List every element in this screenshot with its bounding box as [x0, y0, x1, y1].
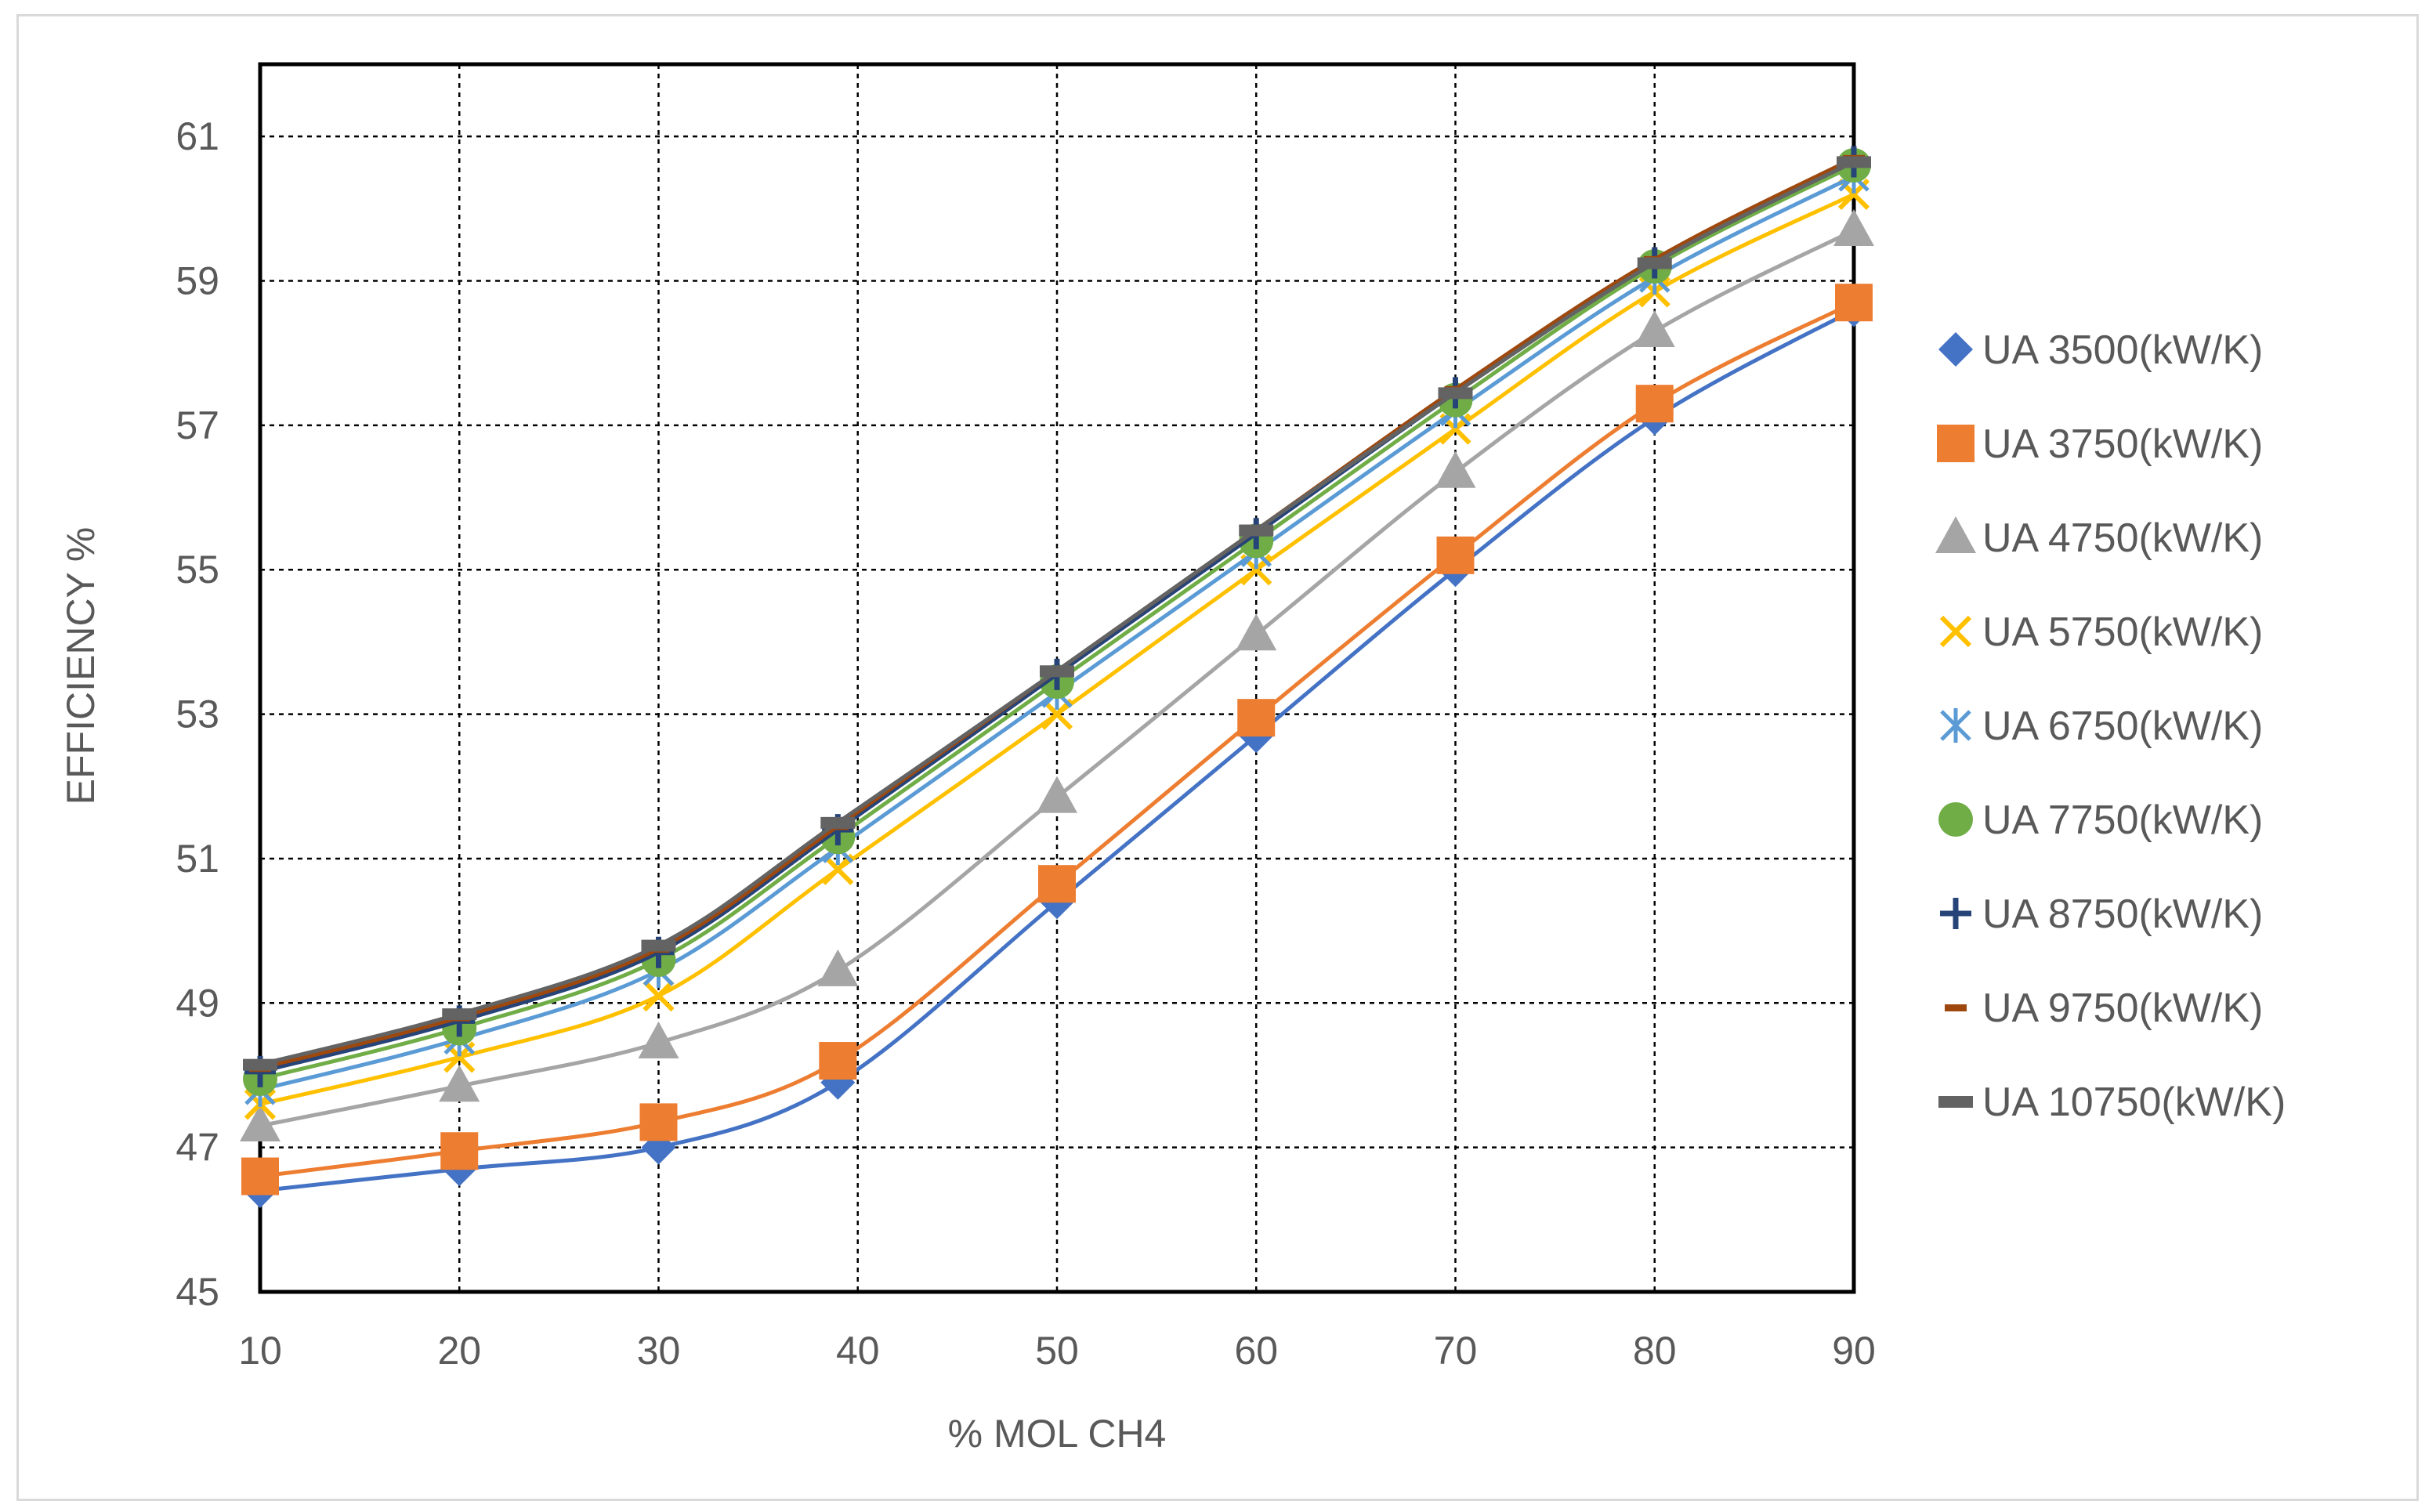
legend-item: UA 3750(kW/K) [1937, 421, 2263, 467]
x-tick-label: 70 [1434, 1329, 1478, 1373]
legend-item: UA 6750(kW/K) [1940, 704, 2263, 749]
data-point [638, 1021, 679, 1058]
x-tick-label: 10 [238, 1329, 282, 1373]
legend-item: UA 10750(kW/K) [1938, 1080, 2286, 1125]
data-point [1435, 450, 1476, 488]
legend-marker [1940, 708, 1971, 743]
x-tick-label: 80 [1633, 1329, 1677, 1373]
legend-item: UA 3500(kW/K) [1938, 327, 2263, 373]
legend-marker [1937, 425, 1974, 462]
legend-label: UA 3500(kW/K) [1982, 327, 2263, 373]
legend-item: UA 5750(kW/K) [1939, 610, 2263, 655]
x-tick-label: 50 [1035, 1329, 1079, 1373]
legend-marker [1940, 898, 1971, 929]
data-point [439, 1065, 480, 1102]
x-tick-label: 90 [1832, 1329, 1876, 1373]
data-point [243, 1058, 277, 1071]
data-point [1635, 385, 1674, 423]
data-point [1037, 776, 1077, 813]
data-point [1833, 209, 1874, 247]
legend-label: UA 9750(kW/K) [1982, 986, 2263, 1031]
legend-marker [1938, 332, 1973, 367]
legend-item: UA 4750(kW/K) [1935, 515, 2263, 561]
data-point [820, 816, 856, 829]
data-point [819, 1042, 857, 1080]
x-axis-title: % MOL CH4 [948, 1412, 1167, 1456]
data-point [642, 979, 675, 1012]
x-tick-label: 60 [1234, 1329, 1278, 1373]
legend-marker [1939, 615, 1972, 648]
y-tick-label: 55 [176, 548, 219, 591]
data-point [1837, 156, 1871, 168]
y-tick-label: 49 [176, 981, 219, 1025]
data-point [639, 1103, 678, 1141]
data-point [1438, 387, 1473, 400]
legend-marker [1945, 1004, 1967, 1011]
series-ua-8750-kw-k- [244, 146, 1870, 1087]
data-point [1835, 284, 1873, 322]
data-point [1436, 536, 1475, 574]
legend: UA 3500(kW/K) UA 3750(kW/K) UA 4750(kW/K) U… [1935, 327, 2286, 1125]
legend-label: UA 6750(kW/K) [1982, 704, 2263, 749]
data-point [1239, 524, 1274, 537]
y-tick-label: 61 [176, 114, 219, 158]
y-tick-label: 51 [176, 837, 219, 881]
legend-label: UA 10750(kW/K) [1982, 1080, 2286, 1125]
y-tick-label: 57 [176, 403, 219, 447]
legend-marker [1938, 1096, 1973, 1108]
x-tick-label: 20 [437, 1329, 481, 1373]
y-tick-label: 53 [176, 693, 219, 736]
series-ua-4750-kw-k- [240, 209, 1874, 1141]
data-point [817, 949, 859, 986]
y-tick-label: 45 [176, 1270, 219, 1314]
series-ua-3750-kw-k- [241, 284, 1873, 1195]
legend-item: UA 9750(kW/K) [1945, 986, 2263, 1031]
series-ua-10750-kw-k- [243, 156, 1871, 1071]
y-axis-title: EFFICIENCY % [59, 527, 103, 805]
legend-marker [1938, 802, 1973, 837]
series-line [259, 228, 1855, 1128]
data-point [1041, 698, 1073, 730]
x-tick-label: 30 [637, 1329, 681, 1373]
legend-label: UA 7750(kW/K) [1982, 798, 2263, 843]
series-layer [240, 146, 1874, 1208]
data-point [1634, 310, 1675, 348]
data-point [1236, 613, 1277, 651]
legend-item: UA 8750(kW/K) [1940, 892, 2263, 937]
legend-label: UA 4750(kW/K) [1982, 515, 2263, 561]
legend-label: UA 3750(kW/K) [1982, 421, 2263, 467]
chart-frame [16, 14, 2419, 1501]
data-point [641, 939, 676, 952]
data-point [1038, 865, 1076, 903]
data-point [1637, 257, 1672, 269]
tick-label-layer: 10 20 30 40 50 60 70 80 90 45 47 49 51 53 55 57 59 61 [176, 114, 1875, 1373]
x-tick-label: 40 [836, 1329, 880, 1373]
legend-label: UA 8750(kW/K) [1982, 892, 2263, 937]
y-tick-label: 47 [176, 1126, 219, 1170]
series-ua-5750-kw-k- [244, 178, 1870, 1120]
legend-marker [1935, 516, 1976, 553]
series-line [259, 160, 1855, 1074]
data-point [440, 1132, 479, 1170]
data-point [442, 1008, 477, 1021]
data-point [241, 1157, 279, 1195]
legend-label: UA 5750(kW/K) [1982, 610, 2263, 655]
data-point [822, 853, 854, 885]
data-point [1237, 699, 1276, 737]
data-point [1040, 665, 1074, 678]
legend-item: UA 7750(kW/K) [1938, 798, 2263, 843]
y-tick-label: 59 [176, 259, 219, 303]
plot-area-border [258, 62, 1856, 1294]
data-point [240, 1104, 281, 1141]
